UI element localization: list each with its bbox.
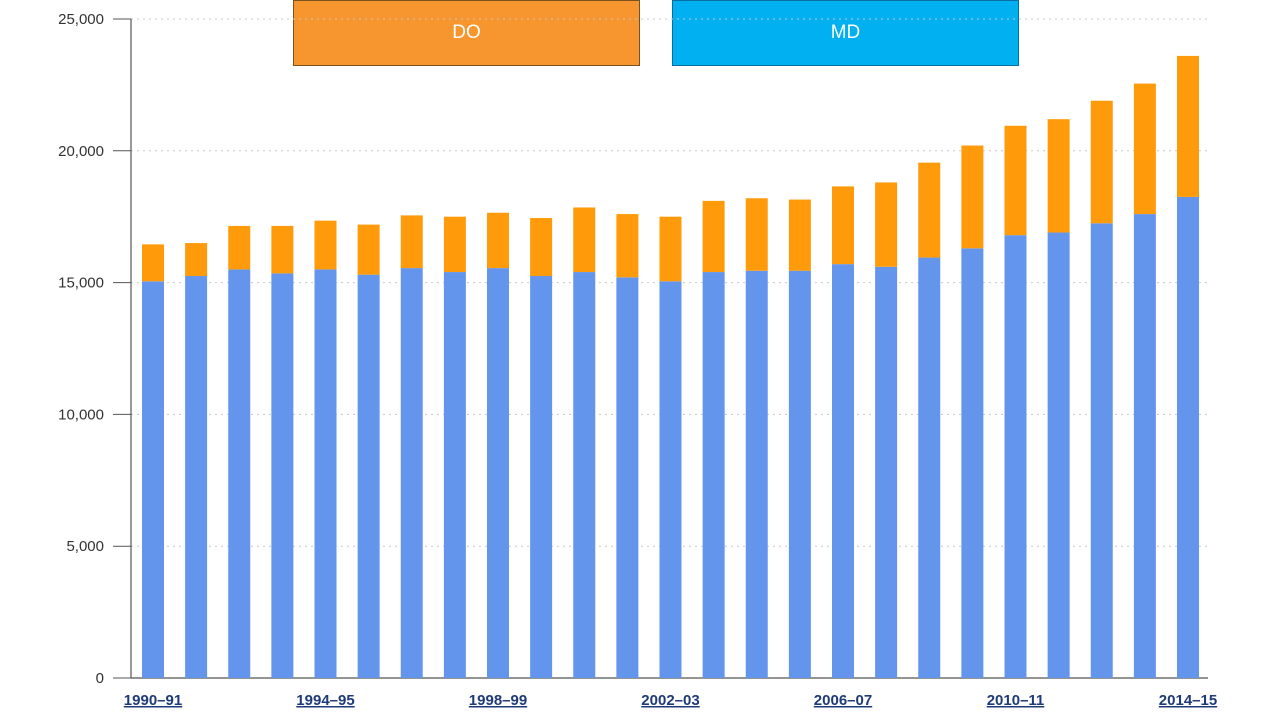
bar-md <box>357 274 380 678</box>
bar-md <box>1004 235 1027 679</box>
bar-do <box>616 214 639 278</box>
bar-md <box>788 270 811 678</box>
y-tick-label: 20,000 <box>58 143 104 160</box>
bar-md <box>1047 232 1070 679</box>
bar-do <box>443 216 466 273</box>
bar-md <box>659 281 682 678</box>
bar-do <box>573 207 596 273</box>
x-tick-label: 1990–91 <box>124 692 182 709</box>
bar-md <box>487 268 509 678</box>
bar-md <box>616 277 639 678</box>
bar-do <box>1133 83 1156 215</box>
bar-do <box>185 243 208 277</box>
x-tick-label: 2010–11 <box>987 692 1045 709</box>
bar-do <box>142 244 164 282</box>
bar-do <box>357 224 380 275</box>
bar-do <box>832 186 854 265</box>
y-tick-label: 15,000 <box>58 275 104 292</box>
bar-do <box>788 199 811 271</box>
bar-do <box>918 162 941 258</box>
bar-do <box>875 182 898 267</box>
bar-do <box>314 220 337 270</box>
bar-md <box>1133 214 1156 678</box>
bar-do <box>487 212 509 269</box>
legend-do-label: DO <box>452 22 481 43</box>
bar-do <box>228 225 251 270</box>
bar-md <box>573 272 596 678</box>
bar-md <box>961 248 984 678</box>
bar-do <box>659 216 682 282</box>
x-tick-label: 1994–95 <box>296 692 354 709</box>
y-tick-label: 5,000 <box>66 538 104 555</box>
x-tick-label: 2006–07 <box>814 692 872 709</box>
bar-md <box>875 266 898 678</box>
bar-md <box>185 276 208 678</box>
bar-md <box>1090 223 1113 679</box>
bar-md <box>142 281 164 678</box>
x-tick-label: 2014–15 <box>1159 692 1217 709</box>
bar-do <box>400 215 423 269</box>
bar-do <box>1047 119 1070 233</box>
bar-md <box>745 270 768 678</box>
bar-do <box>745 198 768 271</box>
bar-do <box>1177 55 1199 197</box>
bar-do <box>702 200 725 273</box>
y-tick-label: 25,000 <box>58 11 104 28</box>
bar-md <box>530 276 553 678</box>
bar-md <box>314 269 337 678</box>
bar-do <box>961 145 984 249</box>
bar-do <box>271 225 294 274</box>
legend-md-label: MD <box>830 22 861 43</box>
bar-md <box>702 272 725 678</box>
bar-md <box>271 273 294 678</box>
bar-do <box>1090 100 1113 224</box>
bar-md <box>1177 196 1199 678</box>
bar-do <box>530 218 553 277</box>
y-tick-label: 10,000 <box>58 406 104 423</box>
bar-md <box>400 268 423 678</box>
legend-md: MD <box>672 0 1019 66</box>
y-tick-label: 0 <box>96 670 104 687</box>
bar-md <box>832 264 854 678</box>
x-tick-label: 1998–99 <box>469 692 527 709</box>
bar-md <box>443 272 466 678</box>
bar-do <box>1004 125 1027 236</box>
bar-md <box>228 269 251 678</box>
x-tick-label: 2002–03 <box>641 692 699 709</box>
legend-do: DO <box>293 0 640 66</box>
bar-md <box>918 257 941 678</box>
